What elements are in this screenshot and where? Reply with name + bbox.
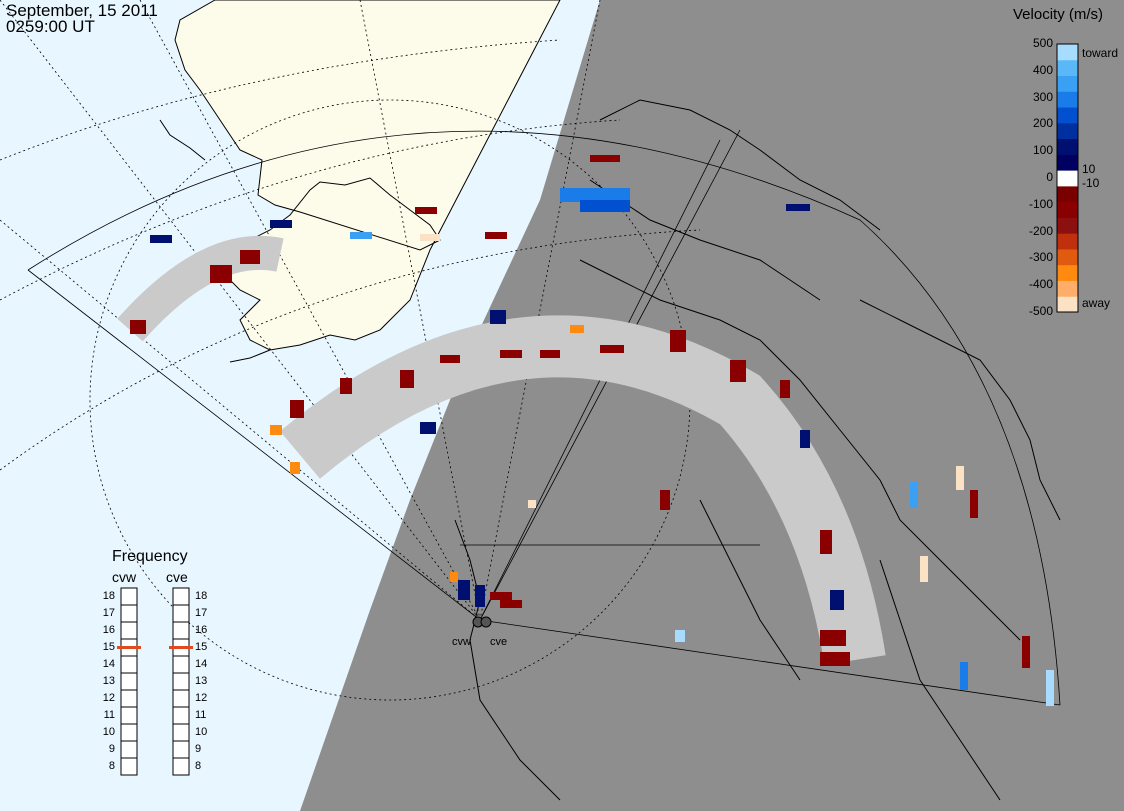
near-radar-echoes	[450, 572, 522, 608]
colorbar-segment	[1057, 248, 1078, 266]
velocity-tick-label: -100	[1028, 196, 1053, 211]
frequency-level-label-left: 11	[103, 708, 115, 721]
colorbar-segment	[1057, 154, 1078, 171]
frequency-level-label-right: 9	[195, 742, 202, 755]
colorbar-segment	[1057, 264, 1078, 281]
frequency-bar-outline	[120, 587, 138, 776]
velocity-toward-label: toward	[1082, 46, 1119, 60]
frequency-level-label-right: 17	[195, 606, 208, 619]
frequency-level-label-left: 14	[102, 657, 115, 670]
colorbar-segment	[1057, 122, 1078, 140]
colorbar-segment	[1057, 138, 1078, 155]
radar-beam-data	[117, 155, 1054, 706]
frequency-level-label-left: 10	[102, 725, 115, 738]
velocity-tick-label: 400	[1032, 62, 1053, 77]
frequency-level-label-right: 15	[195, 640, 208, 653]
velocity-tick-label: -400	[1028, 277, 1053, 292]
date-label: September, 15 2011	[6, 1, 158, 20]
colorbar-segment	[1057, 170, 1078, 187]
frequency-level-label-right: 8	[195, 759, 202, 772]
velocity-echoes-away	[270, 234, 964, 582]
frequency-level-label-right: 16	[195, 623, 208, 636]
frequency-level-label-left: 13	[102, 674, 115, 687]
frequency-level-label-left: 9	[108, 742, 115, 755]
frequency-level-label-left: 15	[102, 640, 115, 653]
time-label: 0259:00 UT	[6, 17, 95, 36]
velocity-echoes-toward	[150, 188, 1054, 706]
frequency-level-label-right: 12	[195, 691, 208, 704]
velocity-near-zero-label: -10	[1082, 176, 1100, 190]
frequency-column-cve: cve	[166, 569, 188, 585]
velocity-colorbar	[1056, 43, 1079, 313]
colorbar-segment	[1057, 107, 1078, 124]
ground-scatter-arc-west	[117, 235, 284, 342]
colorbar-segment	[1057, 75, 1078, 92]
radar-sites	[472, 616, 492, 628]
colorbar-segment	[1057, 280, 1078, 297]
colorbar-segment	[1057, 59, 1078, 77]
frequency-level-label-left: 16	[102, 623, 115, 636]
frequency-level-label-left: 17	[102, 606, 115, 619]
frequency-indicator	[117, 587, 193, 776]
frequency-level-label-left: 18	[102, 589, 115, 602]
radar-site-cve	[480, 616, 492, 628]
colorbar-segment	[1057, 185, 1078, 203]
aleutian-coast	[159, 119, 271, 363]
map-grid	[0, 0, 701, 701]
velocity-away-label: away	[1082, 296, 1111, 310]
colorbar-frame	[1056, 43, 1079, 313]
frequency-level-label-left: 12	[102, 691, 115, 704]
velocity-tick-label: -300	[1028, 250, 1053, 265]
velocity-tick-label: 0	[1046, 170, 1053, 184]
colorbar-segment	[1057, 217, 1078, 234]
frequency-level-label-right: 13	[195, 674, 208, 687]
velocity-scale-title: Velocity (m/s)	[1013, 6, 1104, 23]
velocity-near-zero-label: 10	[1082, 162, 1096, 176]
velocity-tick-label: -500	[1028, 304, 1053, 318]
velocity-tick-label: 300	[1032, 89, 1053, 104]
frequency-level-label-right: 14	[195, 657, 208, 670]
frequency-level-label-right: 10	[195, 725, 208, 738]
colorbar-segment	[1057, 201, 1078, 218]
radar-label-cvw: cvw	[452, 636, 471, 648]
velocity-tick-label: 200	[1032, 116, 1053, 131]
frequency-title: Frequency	[112, 548, 188, 565]
colorbar-segment	[1057, 296, 1078, 313]
colorbar-segment	[1057, 91, 1078, 108]
velocity-tick-label: 500	[1032, 36, 1053, 50]
frequency-level-label-right: 11	[195, 708, 207, 721]
frequency-bar-outline	[172, 587, 190, 776]
colorbar-segment	[1057, 44, 1078, 61]
velocity-echoes	[130, 155, 1030, 668]
frequency-level-label-right: 18	[195, 589, 208, 602]
velocity-tick-label: -200	[1028, 223, 1053, 238]
frequency-column-cvw: cvw	[112, 569, 137, 585]
velocity-tick-label: 100	[1032, 143, 1053, 158]
radar-label-cve: cve	[490, 636, 508, 648]
colorbar-segment	[1057, 233, 1078, 250]
frequency-level-label-left: 8	[108, 759, 115, 772]
